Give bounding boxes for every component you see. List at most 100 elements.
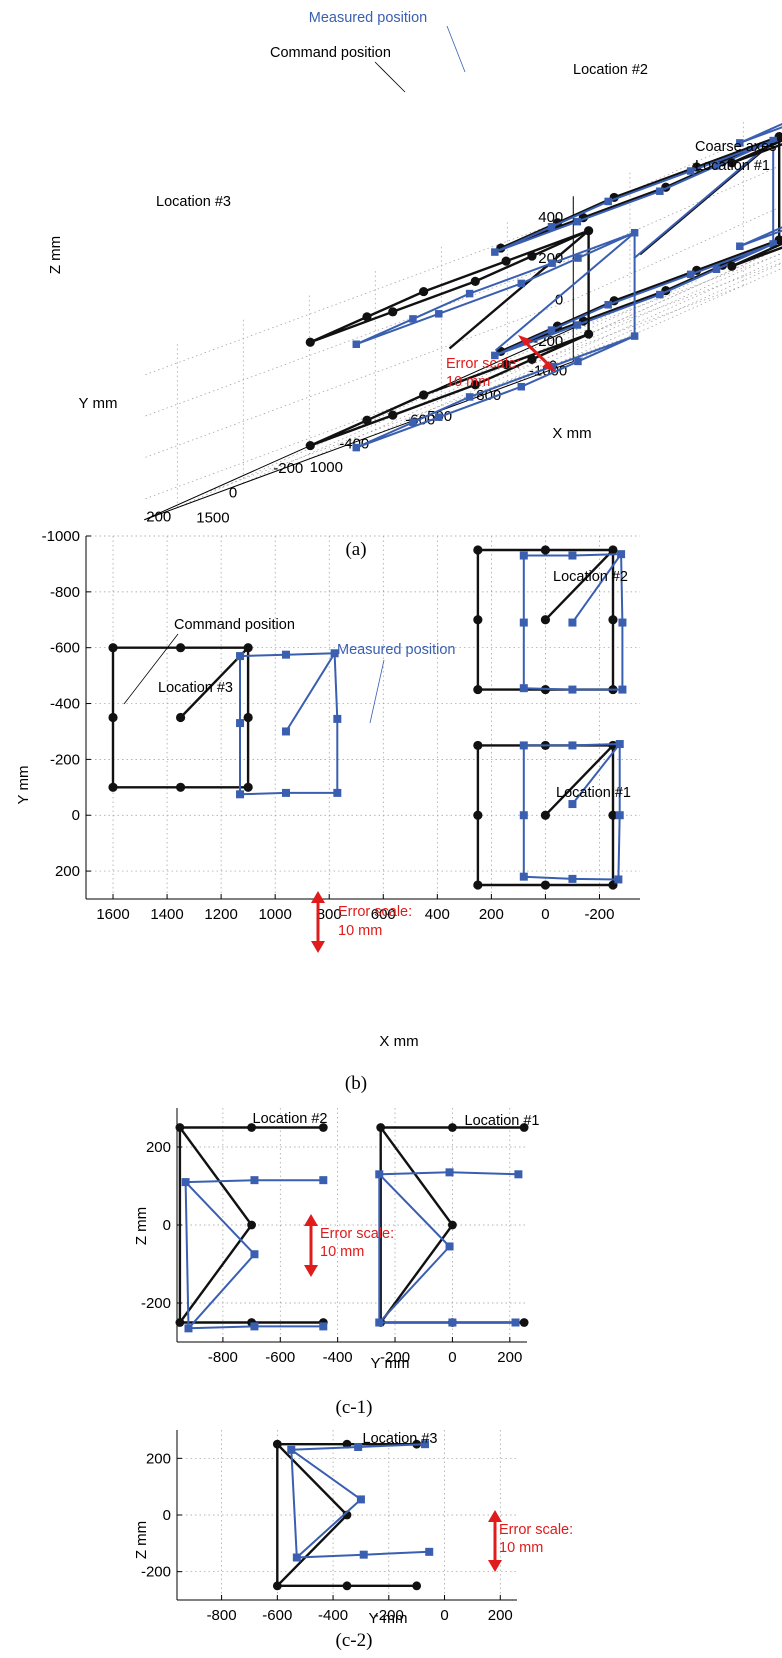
- panel-a-y-tick-label: -200: [273, 460, 303, 477]
- panel-c2-measured-point: [354, 1443, 363, 1451]
- panel-c1-measured-point: [250, 1322, 259, 1331]
- panel-c1-command-point: [376, 1123, 386, 1132]
- panel-a-ylabel: Y mm: [79, 395, 118, 412]
- panel-c2-command-point: [412, 1581, 422, 1591]
- panel-a-command-point: [419, 286, 429, 297]
- panel-a-measured-point: [686, 167, 695, 175]
- panel-c2-command-point: [342, 1439, 352, 1449]
- panel-b-measured-point: [519, 684, 528, 693]
- panel-a-command-point: [305, 440, 315, 451]
- panel-c1-measured-point: [514, 1170, 523, 1179]
- panel-c2-xlabel: Y mm: [369, 1610, 408, 1627]
- panel-a-measured-point: [491, 248, 499, 256]
- panel-c1-measured-point: [181, 1178, 190, 1187]
- panel-a-measured-point: [548, 259, 556, 267]
- panel-b-measured-point: [236, 652, 245, 661]
- panel-c2-error-scale-1: Error scale:: [499, 1522, 573, 1538]
- panel-a-wallx-grid-z-0: [144, 216, 574, 376]
- panel-c1-measured-wedge-0: [184, 1181, 256, 1329]
- panel-a-command-loc3-ring-0: [309, 229, 590, 344]
- panel-c2-y-tick-label: 0: [163, 1507, 171, 1524]
- panel-a-command-point: [470, 276, 480, 286]
- panel-a-z-tick-label: 200: [538, 250, 563, 267]
- panel-c2-x-tick-label: -600: [262, 1607, 292, 1624]
- panel-c1-measured-center: [250, 1250, 259, 1259]
- panel-a-measured-point: [656, 187, 664, 195]
- panel-a-loc3-label: Location #3: [156, 194, 231, 210]
- panel-a-measured-point: [352, 443, 361, 452]
- panel-a-measured-point: [517, 279, 526, 288]
- panel-a-command-point: [362, 415, 372, 425]
- caption-b: (b): [345, 1073, 367, 1094]
- panel-b-command-point: [108, 712, 118, 723]
- panel-b-command-point: [608, 545, 618, 555]
- panel-b-command-point: [473, 740, 483, 751]
- panel-b-data: [108, 545, 627, 890]
- panel-c1-error-scale-2: 10 mm: [320, 1244, 364, 1260]
- panel-c1-xlabel: Y mm: [371, 1355, 410, 1372]
- panel-a-error-arrow: [522, 339, 552, 368]
- panel-b-measured-center: [568, 618, 577, 627]
- panel-b-measured-point: [333, 714, 342, 723]
- panel-c2-command-point: [342, 1581, 352, 1591]
- panel-b-y-tick-label: -400: [50, 696, 80, 713]
- panel-b-command-point: [473, 545, 483, 555]
- panel-c2-x-tick-label: -800: [207, 1607, 237, 1624]
- panel-c1-command-point: [247, 1123, 256, 1132]
- panel-b-command-point: [175, 782, 186, 792]
- panel-b-y-tick-label: -1000: [42, 528, 80, 545]
- panel-a-measured-point: [574, 254, 582, 262]
- panel-a-measured-point: [465, 289, 474, 298]
- panel-b-measured-point: [615, 740, 624, 749]
- panel-a-x-tick-label: 1500: [196, 509, 229, 526]
- panel-a-measured-point: [491, 351, 499, 360]
- panel-b-measured-point: [519, 811, 528, 820]
- panel-a-measured-point: [409, 418, 417, 427]
- panel-c1-measured-point: [319, 1322, 328, 1331]
- panel-b-error-arrowhead-2: [311, 941, 325, 953]
- panel-a-command-point: [727, 158, 737, 168]
- panel-a-measured-loc1-diagonal: [633, 139, 774, 260]
- panel-c1-yz-plot: -800 -600 -400 -200 0 200 200 0 -200 Z mm Y mm L…: [133, 1108, 539, 1418]
- panel-a-loc2-label: Location #2: [573, 62, 648, 78]
- panel-a-command-point: [388, 307, 398, 317]
- panel-b-measured-leader: [369, 659, 385, 724]
- panel-a-zlabel: Z mm: [47, 236, 64, 274]
- panel-a-y-tick-label: -800: [471, 387, 501, 404]
- panel-c1-command-center: [247, 1220, 256, 1230]
- panel-a-measured-leader: [446, 25, 466, 73]
- panel-a-x-tick-label: 1000: [310, 459, 343, 476]
- panel-b-command-label: Command position: [174, 617, 295, 633]
- panel-b-command-point: [608, 740, 618, 751]
- panel-a-measured-point: [435, 310, 443, 318]
- panel-c1-measured-point: [375, 1318, 384, 1327]
- panel-a-error-arrowhead-1: [518, 335, 532, 346]
- panel-c2-tick-labels: -800 -600 -400 -200 0 200 200 0 -200: [141, 1450, 513, 1624]
- panel-b-command-diagonal-1: [544, 549, 614, 621]
- panel-b-command-point: [473, 810, 483, 820]
- panel-a-measured-point: [409, 315, 417, 323]
- panel-b-command-point: [243, 643, 253, 653]
- panel-c2-command-point: [272, 1581, 282, 1591]
- panel-c2-yz-plot: -800 -600 -400 -200 0 200 200 0 -200 Z mm Y mm L…: [133, 1430, 573, 1651]
- panel-a-y-axis: [144, 361, 574, 521]
- panel-b-x-tick-label: 400: [425, 906, 450, 923]
- panel-a-measured-point: [712, 265, 721, 273]
- panel-a-measured-point: [604, 301, 612, 309]
- panel-c2-error-scale-2: 10 mm: [499, 1540, 543, 1556]
- panel-c2-x-tick-label: -200: [374, 1607, 404, 1624]
- panel-c2-y-tick-label: 200: [146, 1450, 171, 1467]
- panel-a-data: [305, 122, 782, 452]
- panel-b-command-point: [608, 615, 618, 625]
- panel-c1-error-arrowhead-1: [304, 1214, 318, 1226]
- panel-b-loc3-label: Location #3: [158, 680, 233, 696]
- panel-c2-measured-point: [425, 1547, 434, 1556]
- panel-b-measured-point: [330, 649, 339, 658]
- panel-c1-command-point: [519, 1123, 529, 1132]
- panel-b-measured-center: [281, 727, 290, 736]
- panel-a-command-point: [362, 312, 372, 322]
- panel-b-measured-point: [568, 874, 577, 883]
- panel-b-command-point: [540, 880, 551, 890]
- panel-c2-y-tick-label: -200: [141, 1564, 171, 1581]
- panel-a-command-point: [727, 261, 737, 271]
